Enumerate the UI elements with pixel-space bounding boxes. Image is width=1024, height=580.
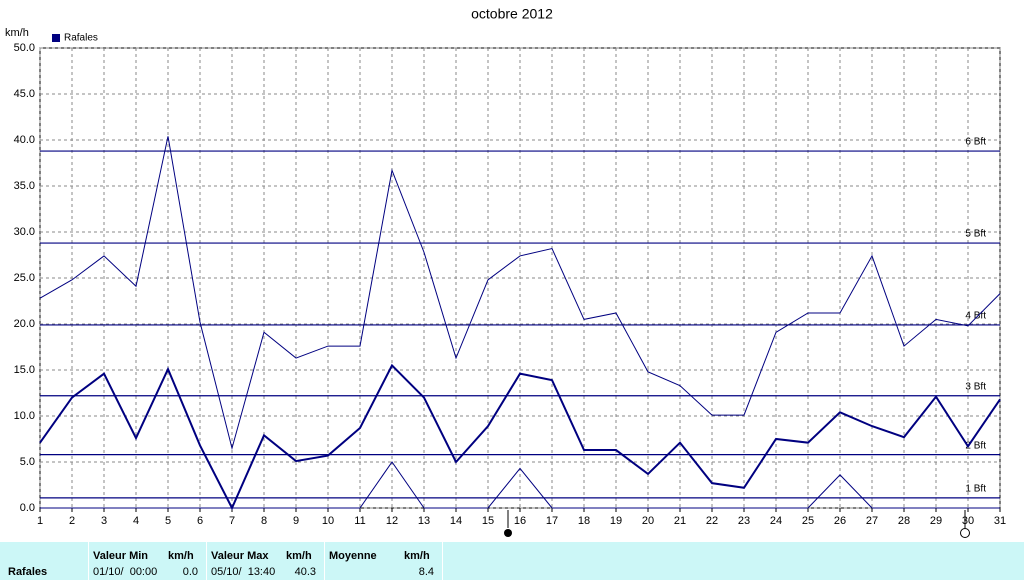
y-tick-label: 20.0	[14, 318, 35, 330]
separator	[88, 542, 89, 580]
x-tick-label: 12	[386, 515, 398, 527]
x-tick-label: 16	[514, 515, 526, 527]
block-unit: km/h	[168, 550, 194, 562]
x-tick-label: 2	[69, 515, 75, 527]
block-date: 01/10/ 00:00	[93, 566, 158, 578]
x-tick-label: 27	[866, 515, 878, 527]
block-value: 0.0	[182, 566, 198, 578]
block-unit: km/h	[286, 550, 312, 562]
block-header: Valeur Min	[93, 550, 149, 562]
x-tick-label: 19	[610, 515, 622, 527]
x-tick-label: 14	[450, 515, 462, 527]
block-header: Valeur Max	[211, 550, 269, 562]
x-tick-label: 18	[578, 515, 590, 527]
x-tick-label: 10	[322, 515, 334, 527]
y-tick-label: 30.0	[14, 226, 35, 238]
separator	[324, 542, 325, 580]
moon-new	[504, 529, 512, 537]
x-tick-label: 22	[706, 515, 718, 527]
y-tick-label: 45.0	[14, 88, 35, 100]
chart: octobre 2012 km/h 0.0 5.0 10.0 15.0 20.0 25.0…	[5, 6, 1006, 538]
y-axis-label: km/h	[5, 27, 29, 39]
x-tick-label: 4	[133, 515, 139, 527]
legend-label: Rafales	[64, 33, 98, 44]
y-tick-label: 25.0	[14, 272, 35, 284]
moon-full	[960, 528, 970, 538]
y-tick-label: 40.0	[14, 134, 35, 146]
x-tick-label: 25	[802, 515, 814, 527]
y-tick-label: 35.0	[14, 180, 35, 192]
row-label: Rafales	[8, 566, 48, 578]
x-tick-label: 26	[834, 515, 846, 527]
y-tick-label: 15.0	[14, 364, 35, 376]
beaufort-label: 3 Bft	[965, 381, 986, 392]
beaufort-label: 6 Bft	[965, 137, 986, 148]
x-tick-label: 29	[930, 515, 942, 527]
x-tick-label: 7	[229, 515, 235, 527]
x-tick-label: 8	[261, 515, 267, 527]
x-tick-label: 11	[354, 515, 365, 527]
x-tick-label: 15	[482, 515, 494, 527]
x-tick-label: 24	[770, 515, 782, 527]
separator	[206, 542, 207, 580]
beaufort-label: 1 Bft	[965, 484, 986, 495]
series-line	[39, 136, 1001, 451]
legend-swatch	[52, 34, 60, 42]
block-value: 40.3	[294, 566, 316, 578]
chart-title: octobre 2012	[471, 6, 553, 22]
beaufort-label: 5 Bft	[965, 229, 986, 240]
block-value: 8.4	[418, 566, 434, 578]
x-tick-label: 13	[418, 515, 430, 527]
x-tick-label: 30	[962, 515, 974, 527]
separator	[442, 542, 443, 580]
x-tick-label: 20	[642, 515, 654, 527]
x-tick-label: 21	[674, 515, 686, 527]
x-tick-label: 6	[197, 515, 203, 527]
x-tick-label: 3	[101, 515, 107, 527]
y-tick-label: 10.0	[14, 410, 35, 422]
x-tick-label: 23	[738, 515, 750, 527]
summary-table: Rafales Valeur Min km/h 01/10/ 00:00 0.0 Val…	[0, 542, 1024, 580]
x-tick-label: 9	[293, 515, 299, 527]
beaufort-label: 4 Bft	[965, 311, 986, 322]
x-tick-label: 17	[546, 515, 558, 527]
x-tick-label: 5	[165, 515, 171, 527]
x-tick-label: 1	[37, 515, 43, 527]
block-unit: km/h	[404, 550, 430, 562]
series-line	[39, 363, 1001, 511]
series-line	[40, 461, 1000, 509]
block-date: 05/10/ 13:40	[211, 566, 276, 578]
y-tick-label: 5.0	[20, 456, 35, 468]
x-tick-label: 28	[898, 515, 910, 527]
x-tick-label: 31	[994, 515, 1006, 527]
beaufort-label: 2 Bft	[965, 440, 986, 451]
y-tick-label: 50.0	[14, 42, 35, 54]
y-tick-label: 0.0	[20, 502, 35, 514]
block-header: Moyenne	[329, 550, 377, 562]
